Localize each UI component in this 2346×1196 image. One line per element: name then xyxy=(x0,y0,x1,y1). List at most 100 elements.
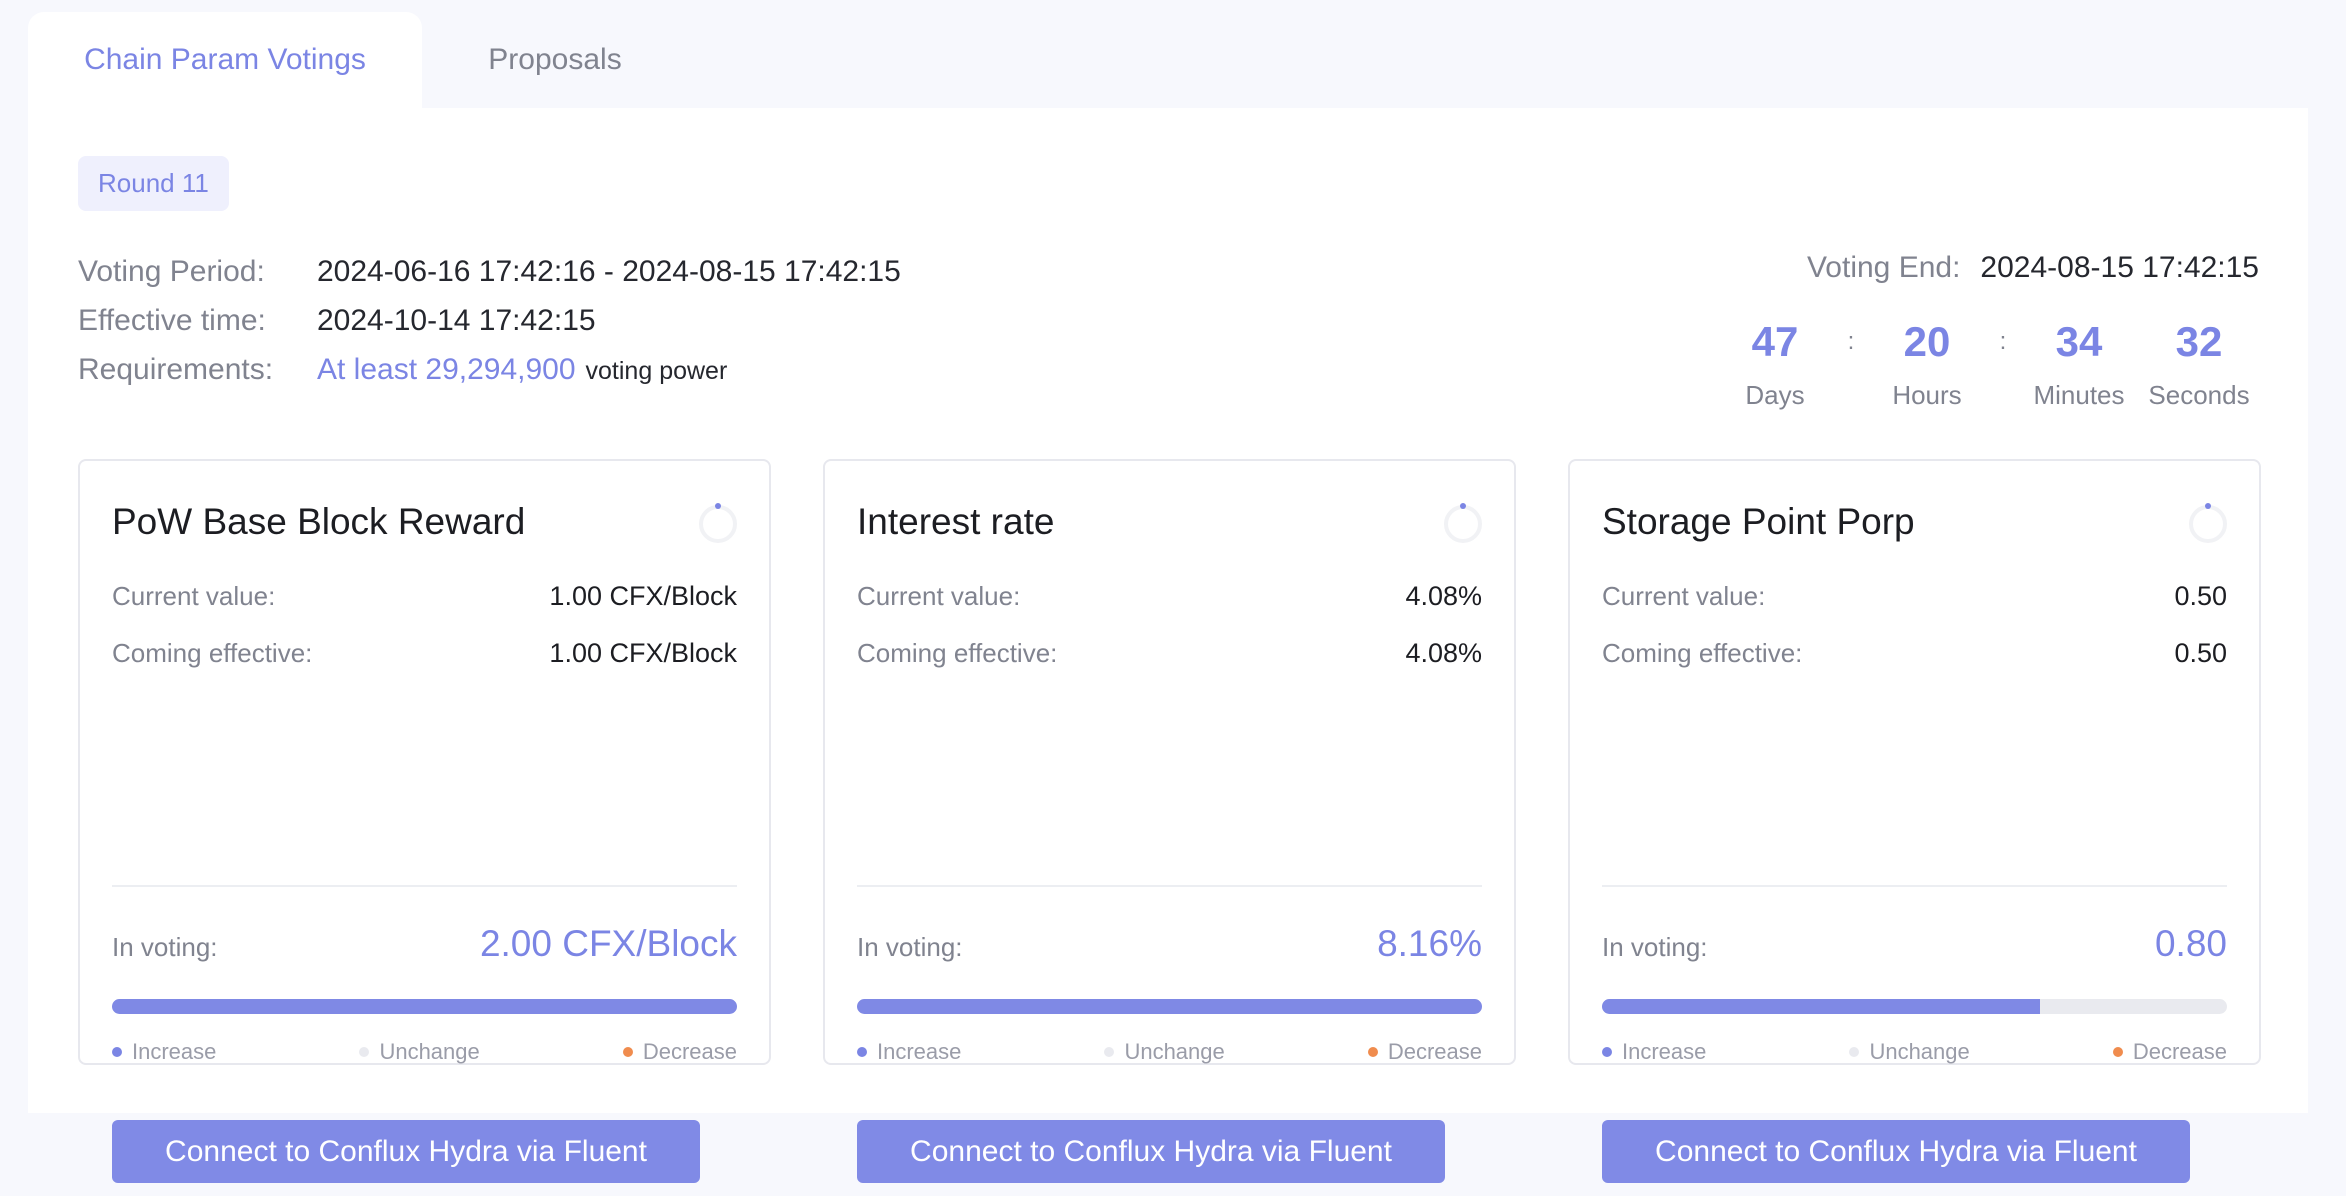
coming-effective-value: 4.08% xyxy=(1405,638,1482,668)
coming-effective-value: 1.00 CFX/Block xyxy=(549,638,737,668)
card-title: Interest rate xyxy=(857,501,1055,542)
minutes-label: Minutes xyxy=(2033,380,2125,410)
hours-value: 20 xyxy=(1903,318,1951,365)
param-card: Interest rate Current value: 4.08% Coming… xyxy=(823,459,1516,1183)
unchange-dot-icon xyxy=(1849,1047,1860,1057)
legend: Increase Unchange Decrease xyxy=(1602,1039,2227,1065)
in-voting-row: In voting: 0.80 xyxy=(1602,923,2227,965)
unchange-dot-icon xyxy=(1104,1047,1115,1057)
coming-effective-label: Coming effective: xyxy=(1602,638,1803,668)
loading-spinner-icon xyxy=(2189,503,2227,543)
legend-unchange: Unchange xyxy=(359,1039,480,1065)
seconds-value: 32 xyxy=(2175,318,2223,365)
increase-fill xyxy=(1602,999,2040,1014)
current-value-label: Current value: xyxy=(112,581,276,611)
divider xyxy=(1602,885,2227,887)
in-voting-row: In voting: 8.16% xyxy=(857,923,1482,965)
countdown-seconds: 32 Seconds xyxy=(2139,318,2259,411)
increase-fill xyxy=(112,999,737,1014)
coming-effective-row: Coming effective: 1.00 CFX/Block xyxy=(112,638,737,669)
countdown-minutes: 34 Minutes xyxy=(2019,318,2139,411)
decrease-dot-icon xyxy=(622,1047,633,1057)
legend-decrease: Decrease xyxy=(2112,1039,2227,1065)
countdown-days: 47 Days xyxy=(1715,318,1835,411)
voting-end-label: Voting End: xyxy=(1806,251,1961,284)
current-value-row: Current value: 0.50 xyxy=(1602,581,2227,612)
days-label: Days xyxy=(1745,380,1805,410)
connect-fluent-button[interactable]: Connect to Conflux Hydra via Fluent xyxy=(1602,1120,2190,1183)
param-card: PoW Base Block Reward Current value: 1.00… xyxy=(78,459,771,1183)
param-card: Storage Point Porp Current value: 0.50 Co… xyxy=(1568,459,2261,1183)
legend-unchange-label: Unchange xyxy=(379,1039,480,1064)
voting-period-value: 2024-06-16 17:42:16 - 2024-08-15 17:42:1… xyxy=(317,255,901,288)
connect-fluent-button[interactable]: Connect to Conflux Hydra via Fluent xyxy=(112,1120,700,1183)
round-badge: Round 11 xyxy=(78,156,229,211)
current-value-row: Current value: 4.08% xyxy=(857,581,1482,612)
coming-effective-value: 0.50 xyxy=(2174,638,2227,668)
requirements-label: Requirements: xyxy=(78,353,274,386)
current-value: 4.08% xyxy=(1405,581,1482,611)
in-voting-value: 2.00 CFX/Block xyxy=(479,923,737,964)
voting-end-value: 2024-08-15 17:42:15 xyxy=(1980,251,2259,284)
connect-fluent-button[interactable]: Connect to Conflux Hydra via Fluent xyxy=(857,1120,1445,1183)
tab-chain-param-votings[interactable]: Chain Param Votings xyxy=(28,12,422,108)
legend-increase-label: Increase xyxy=(132,1039,217,1064)
current-value-label: Current value: xyxy=(857,581,1021,611)
current-value: 1.00 CFX/Block xyxy=(549,581,737,611)
decrease-dot-icon xyxy=(1367,1047,1378,1057)
in-voting-label: In voting: xyxy=(112,932,218,962)
loading-spinner-icon xyxy=(699,503,737,543)
in-voting-value: 0.80 xyxy=(2154,923,2227,964)
voting-period-row: Voting Period: 2024-06-16 17:42:16 - 202… xyxy=(78,255,901,289)
legend-increase: Increase xyxy=(857,1039,961,1065)
main-panel: Round 11 Voting Period: 2024-06-16 17:42… xyxy=(28,108,2308,1183)
voting-end: Voting End: 2024-08-15 17:42:15 xyxy=(1807,251,2259,285)
legend-decrease: Decrease xyxy=(622,1039,737,1065)
tab-proposals[interactable]: Proposals xyxy=(488,43,622,76)
countdown-hours: 20 Hours xyxy=(1867,318,1987,411)
coming-effective-label: Coming effective: xyxy=(112,638,313,668)
effective-time-label: Effective time: xyxy=(78,304,266,337)
separator: : xyxy=(1847,328,1855,355)
divider xyxy=(857,885,1482,887)
in-voting-value: 8.16% xyxy=(1377,923,1482,964)
hours-label: Hours xyxy=(1892,380,1962,410)
requirements-row: Requirements: At least 29,294,900 voting… xyxy=(78,353,727,387)
unchange-dot-icon xyxy=(359,1047,370,1057)
legend-unchange-label: Unchange xyxy=(1869,1039,1970,1064)
current-value: 0.50 xyxy=(2174,581,2227,611)
vote-progress-bar xyxy=(1602,999,2227,1014)
in-voting-row: In voting: 2.00 CFX/Block xyxy=(112,923,737,965)
current-value-row: Current value: 1.00 CFX/Block xyxy=(112,581,737,612)
vote-progress-bar xyxy=(857,999,1482,1014)
increase-dot-icon xyxy=(857,1047,867,1057)
param-cards: PoW Base Block Reward Current value: 1.00… xyxy=(78,459,2261,1183)
in-voting-label: In voting: xyxy=(1602,932,1708,962)
legend: Increase Unchange Decrease xyxy=(112,1039,737,1065)
effective-time-row: Effective time: 2024-10-14 17:42:15 xyxy=(78,304,596,338)
seconds-label: Seconds xyxy=(2148,380,2250,410)
requirements-value: At least 29,294,900 xyxy=(317,353,576,386)
increase-fill xyxy=(857,999,1482,1014)
coming-effective-label: Coming effective: xyxy=(857,638,1058,668)
in-voting-label: In voting: xyxy=(857,932,963,962)
days-value: 47 xyxy=(1751,318,1799,365)
legend-decrease-label: Decrease xyxy=(1387,1039,1482,1064)
legend-decrease-label: Decrease xyxy=(2132,1039,2227,1064)
legend-increase: Increase xyxy=(112,1039,216,1065)
legend-unchange-label: Unchange xyxy=(1124,1039,1225,1064)
minutes-value: 34 xyxy=(2055,318,2103,365)
legend: Increase Unchange Decrease xyxy=(857,1039,1482,1065)
decrease-dot-icon xyxy=(2112,1047,2123,1057)
loading-spinner-icon xyxy=(1444,503,1482,543)
legend-unchange: Unchange xyxy=(1104,1039,1225,1065)
requirements-suffix: voting power xyxy=(585,357,728,385)
divider xyxy=(112,885,737,887)
countdown: 47 Days : 20 Hours : 34 Minutes 32 Seconds xyxy=(1715,318,2259,411)
legend-increase-label: Increase xyxy=(1622,1039,1707,1064)
legend-increase-label: Increase xyxy=(877,1039,962,1064)
voting-period-label: Voting Period: xyxy=(78,255,265,288)
vote-progress-bar xyxy=(112,999,737,1014)
current-value-label: Current value: xyxy=(1602,581,1766,611)
separator: : xyxy=(1999,328,2007,355)
